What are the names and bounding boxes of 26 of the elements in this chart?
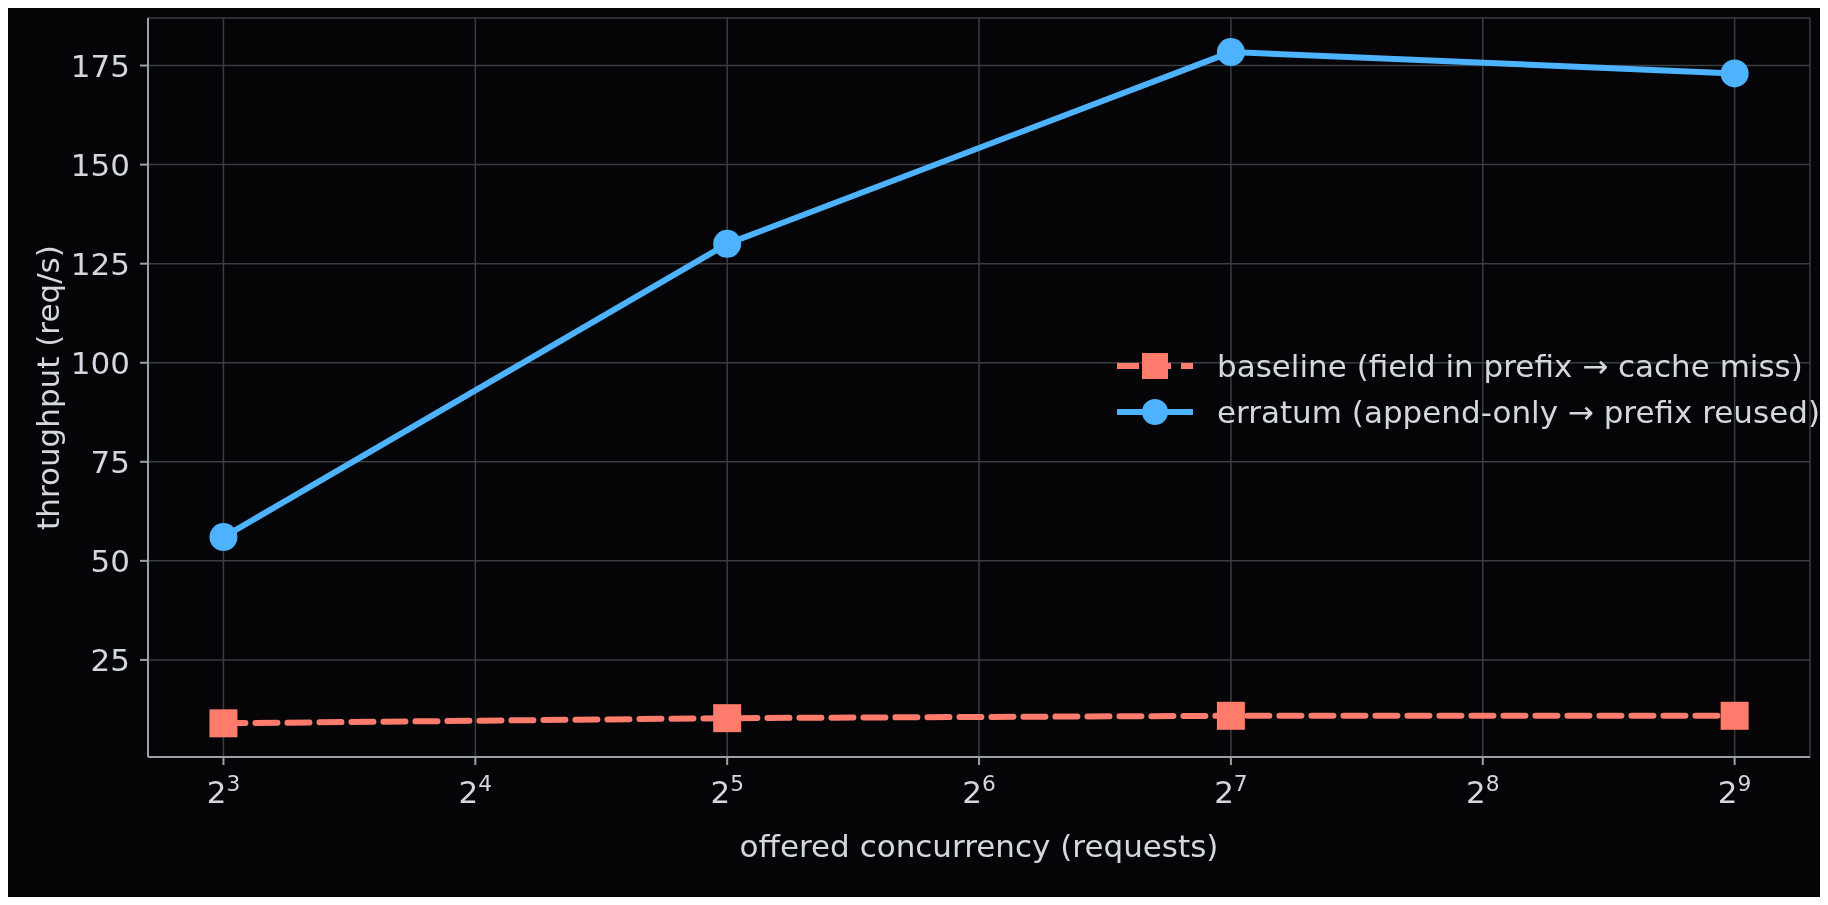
x-tick-label: 2$^{8}$ xyxy=(1466,770,1500,810)
x-tick-label: 2$^{3}$ xyxy=(206,770,241,810)
point xyxy=(209,523,238,552)
y-tick-label: 50 xyxy=(90,542,130,579)
y-tick-label: 150 xyxy=(70,146,130,183)
point xyxy=(1216,38,1245,67)
point xyxy=(1720,59,1749,88)
point xyxy=(209,709,238,738)
x-axis-title: offered concurrency (requests) xyxy=(739,828,1219,864)
x-tick-label: 2$^{9}$ xyxy=(1717,770,1752,810)
y-tick-label: 25 xyxy=(90,641,130,678)
y-tick-label: 100 xyxy=(70,344,130,381)
y-tick-label: 75 xyxy=(90,443,130,480)
legend-label: erratum (append-only → prefix reused) xyxy=(1216,393,1820,432)
x-tick-label: 2$^{6}$ xyxy=(962,770,996,810)
point xyxy=(1720,701,1749,730)
point xyxy=(1216,701,1245,730)
x-tick-label: 2$^{7}$ xyxy=(1214,770,1248,810)
x-tick-label: 2$^{5}$ xyxy=(710,770,744,810)
y-tick-label: 125 xyxy=(70,245,130,282)
point xyxy=(713,704,742,733)
point xyxy=(713,229,742,258)
y-axis-title: throughput (req/s) xyxy=(30,245,67,530)
y-tick-label: 175 xyxy=(70,47,130,84)
legend-label: baseline (field in prefix → cache miss) xyxy=(1216,347,1803,386)
x-tick-label: 2$^{4}$ xyxy=(458,770,493,810)
